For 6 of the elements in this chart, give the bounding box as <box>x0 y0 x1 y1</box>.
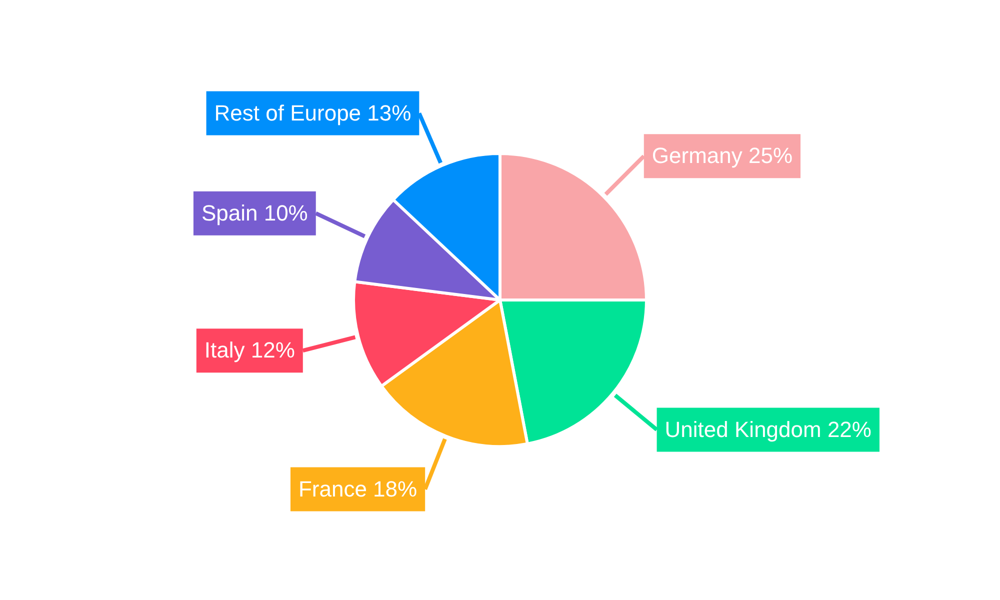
slice-label: Spain 10% <box>201 200 308 226</box>
slice-label: France 18% <box>298 476 418 502</box>
slice-label: United Kingdom 22% <box>664 416 872 442</box>
slice-label: Germany 25% <box>652 143 793 168</box>
slice-label: Rest of Europe 13% <box>214 100 412 126</box>
slice-label: Italy 12% <box>204 338 295 363</box>
